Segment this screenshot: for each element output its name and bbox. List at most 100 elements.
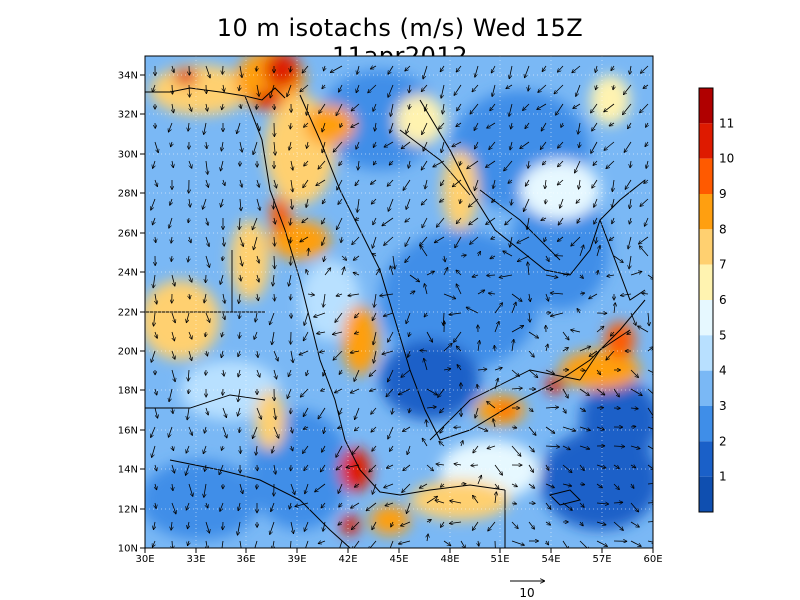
wind-arrow xyxy=(580,275,584,279)
wind-arrow xyxy=(627,122,632,129)
wind-arrow xyxy=(222,103,223,110)
wind-arrow xyxy=(189,160,192,169)
wind-arrow xyxy=(611,65,614,71)
wind-arrow xyxy=(390,266,394,276)
wind-arrow xyxy=(355,218,360,221)
lon-label: 36E xyxy=(236,554,255,565)
wind-arrow xyxy=(647,483,653,485)
wind-arrow xyxy=(372,483,377,495)
wind-arrow xyxy=(438,388,445,398)
wind-arrow xyxy=(512,339,514,352)
wind-arrow xyxy=(528,445,535,452)
wind-arrow xyxy=(452,179,462,187)
wind-arrow xyxy=(302,331,309,341)
wind-arrow xyxy=(579,245,584,257)
wind-arrow xyxy=(408,160,410,169)
wind-arrow xyxy=(172,103,174,113)
wind-arrow xyxy=(171,312,175,323)
wind-arrow xyxy=(390,122,394,133)
wind-arrow xyxy=(630,540,642,547)
wind-arrow xyxy=(342,267,345,276)
wind-arrow xyxy=(221,141,223,151)
wind-arrow xyxy=(257,293,259,301)
wind-arrow xyxy=(223,84,224,92)
wind-arrow xyxy=(341,255,347,261)
wind-arrow xyxy=(545,522,551,525)
wind-arrow xyxy=(485,217,496,225)
wind-arrow xyxy=(151,426,156,438)
wind-arrow xyxy=(610,331,614,336)
wind-arrow xyxy=(336,464,343,470)
wind-arrow xyxy=(219,464,224,475)
wind-arrow xyxy=(435,500,445,504)
colorbar-swatch xyxy=(699,158,713,194)
wind-arrow xyxy=(544,236,546,242)
wind-arrow xyxy=(240,274,241,281)
wind-arrow xyxy=(172,540,173,548)
wind-arrow xyxy=(613,255,624,263)
wind-arrow xyxy=(273,426,279,439)
wind-arrow xyxy=(239,426,240,433)
wind-arrow xyxy=(237,407,240,416)
lat-label: 26N xyxy=(118,229,138,240)
wind-arrow xyxy=(270,521,275,535)
wind-arrow xyxy=(154,141,158,153)
wind-arrow xyxy=(323,293,325,308)
wind-arrow xyxy=(492,84,496,97)
wind-arrow xyxy=(425,179,427,189)
wind-arrow xyxy=(205,312,210,323)
wind-arrow xyxy=(579,502,584,508)
wind-arrow xyxy=(341,236,342,243)
wind-arrow xyxy=(644,217,649,227)
wind-arrow xyxy=(580,522,583,526)
wind-arrow xyxy=(223,179,225,186)
wind-arrow xyxy=(499,274,513,278)
wind-arrow xyxy=(538,84,547,93)
wind-arrow xyxy=(612,179,614,192)
wind-arrow xyxy=(172,445,174,451)
wind-arrow xyxy=(238,388,240,402)
wind-arrow xyxy=(647,426,653,430)
wind-arrow xyxy=(406,312,411,324)
wind-arrow xyxy=(596,245,600,257)
wind-arrow xyxy=(257,350,258,358)
wind-arrow xyxy=(474,141,479,149)
wind-arrow xyxy=(648,312,649,326)
colorbar-label: 4 xyxy=(719,364,727,378)
wind-arrow xyxy=(613,84,614,90)
colorbar: 11 10 9 8 7 6 5 4 3 2 1 xyxy=(698,87,734,513)
wind-arrow xyxy=(527,217,529,230)
wind-arrow xyxy=(593,160,598,166)
isotach-field xyxy=(145,56,653,548)
wind-arrow xyxy=(478,251,481,257)
wind-arrow xyxy=(222,65,223,75)
wind-arrow xyxy=(291,407,292,414)
wind-arrow xyxy=(408,331,410,337)
wind-arrow xyxy=(350,502,360,508)
wind-arrow xyxy=(318,407,326,419)
wind-arrow xyxy=(528,84,529,91)
lon-label: 60E xyxy=(643,554,662,565)
wind-arrow xyxy=(373,141,376,148)
wind-arrow xyxy=(579,388,590,396)
wind-arrow xyxy=(645,122,648,128)
wind-arrow xyxy=(240,445,241,454)
wind-arrow xyxy=(204,122,207,135)
wind-arrow xyxy=(356,84,360,93)
lon-label: 45E xyxy=(389,554,408,565)
wind-arrow xyxy=(622,103,632,115)
wind-arrow xyxy=(253,236,258,250)
wind-arrow xyxy=(579,426,591,431)
wind-arrow xyxy=(324,268,331,276)
wind-arrow xyxy=(239,217,240,230)
wind-arrow xyxy=(221,198,224,207)
wind-arrow xyxy=(420,350,428,351)
wind-arrow xyxy=(383,236,394,246)
wind-arrow xyxy=(223,369,224,377)
wind-arrow xyxy=(545,198,546,204)
wind-arrow xyxy=(511,427,517,428)
wind-arrow xyxy=(370,66,377,70)
lat-label: 12N xyxy=(118,505,138,516)
wind-arrow xyxy=(477,426,488,431)
wind-arrow xyxy=(562,331,569,340)
